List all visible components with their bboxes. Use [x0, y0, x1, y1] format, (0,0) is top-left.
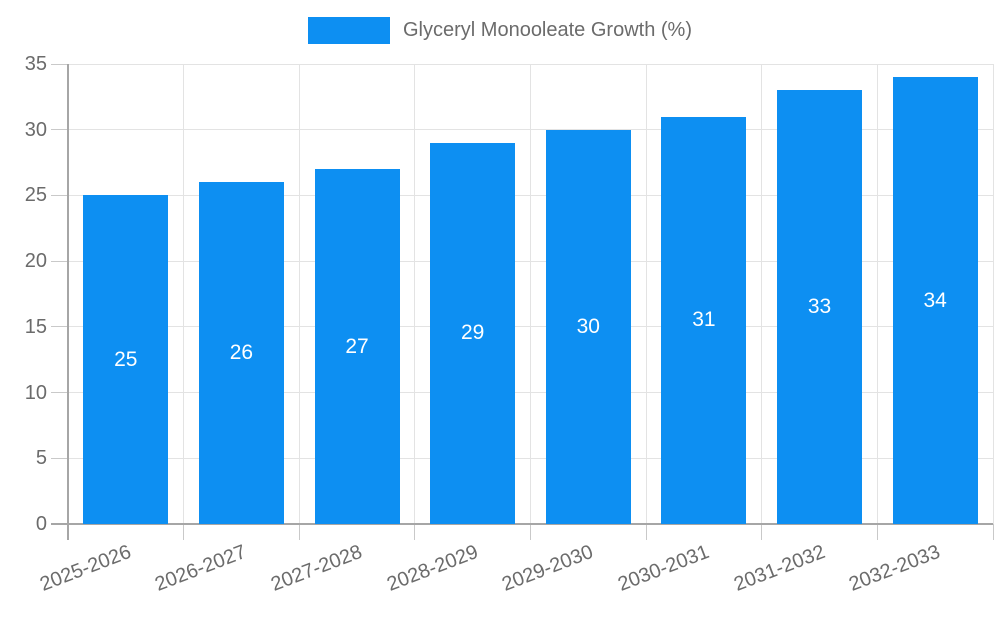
- gridline-v: [530, 64, 531, 524]
- gridline-v: [645, 64, 647, 524]
- y-tick-label: 25: [24, 184, 47, 207]
- y-tick-label: 35: [24, 53, 47, 75]
- x-tick: [876, 524, 878, 540]
- bar-value-label: 26: [229, 341, 254, 365]
- y-tick: [51, 194, 68, 196]
- y-axis-line: [67, 64, 69, 540]
- x-tick: [183, 524, 185, 540]
- y-tick: [51, 129, 68, 131]
- bar[interactable]: 25: [83, 195, 169, 524]
- plot-area: 0 5 10 15 20 25 30 35 25 2025-2026 26 2026-2027 27 20…: [24, 53, 994, 596]
- bar[interactable]: 27: [314, 169, 400, 524]
- gridline-v: [183, 64, 185, 524]
- x-tick-label: 2032-2033: [846, 540, 944, 596]
- bar[interactable]: 30: [545, 129, 631, 524]
- y-tick: [51, 260, 68, 262]
- bar[interactable]: 33: [777, 90, 863, 524]
- bar-value-label: 29: [461, 321, 485, 345]
- x-tick: [992, 524, 994, 540]
- bar-value-label: 27: [345, 334, 369, 358]
- gridline-v: [992, 64, 994, 524]
- y-tick-label: 5: [35, 447, 47, 470]
- x-tick-label: 2028-2029: [383, 540, 481, 596]
- y-tick-label: 10: [24, 381, 47, 404]
- x-tick-label: 2026-2027: [152, 540, 250, 596]
- x-tick: [414, 524, 416, 540]
- legend-label: Glyceryl Monooleate Growth (%): [403, 19, 692, 41]
- x-axis-line: [51, 523, 993, 525]
- y-tick: [51, 457, 68, 459]
- bar-value-label: 31: [692, 308, 716, 332]
- x-tick-label: 2029-2030: [499, 540, 597, 596]
- x-tick: [530, 524, 531, 540]
- x-tick-label: 2030-2031: [614, 540, 713, 596]
- y-tick-label: 15: [24, 315, 47, 338]
- x-tick: [761, 524, 763, 540]
- y-tick: [51, 326, 68, 328]
- y-tick: [51, 392, 68, 394]
- y-tick: [51, 63, 68, 65]
- legend[interactable]: Glyceryl Monooleate Growth (%): [0, 17, 1000, 44]
- x-tick-label: 2031-2032: [730, 540, 828, 596]
- bar[interactable]: 34: [892, 77, 978, 524]
- bar-value-label: 33: [807, 295, 832, 319]
- legend-swatch: [308, 17, 390, 44]
- bar[interactable]: 29: [430, 142, 516, 524]
- bar-value-label: 25: [114, 347, 138, 371]
- y-tick-label: 20: [24, 250, 47, 273]
- bar-value-label: 34: [923, 288, 947, 312]
- gridline-v: [761, 64, 763, 524]
- x-tick: [298, 524, 300, 540]
- y-tick-label: 30: [24, 118, 47, 141]
- gridline-v: [298, 64, 300, 524]
- bar[interactable]: 26: [198, 182, 284, 524]
- y-tick-label: 0: [35, 513, 47, 535]
- x-tick-label: 2027-2028: [268, 540, 366, 596]
- x-tick: [645, 524, 647, 540]
- gridline-v: [414, 64, 416, 524]
- bar-value-label: 30: [576, 314, 600, 338]
- bar-chart: Glyceryl Monooleate Growth (%) 0 5 10 15 20 2…: [0, 17, 1000, 596]
- gridline-v: [876, 64, 878, 524]
- bar[interactable]: 31: [661, 116, 747, 524]
